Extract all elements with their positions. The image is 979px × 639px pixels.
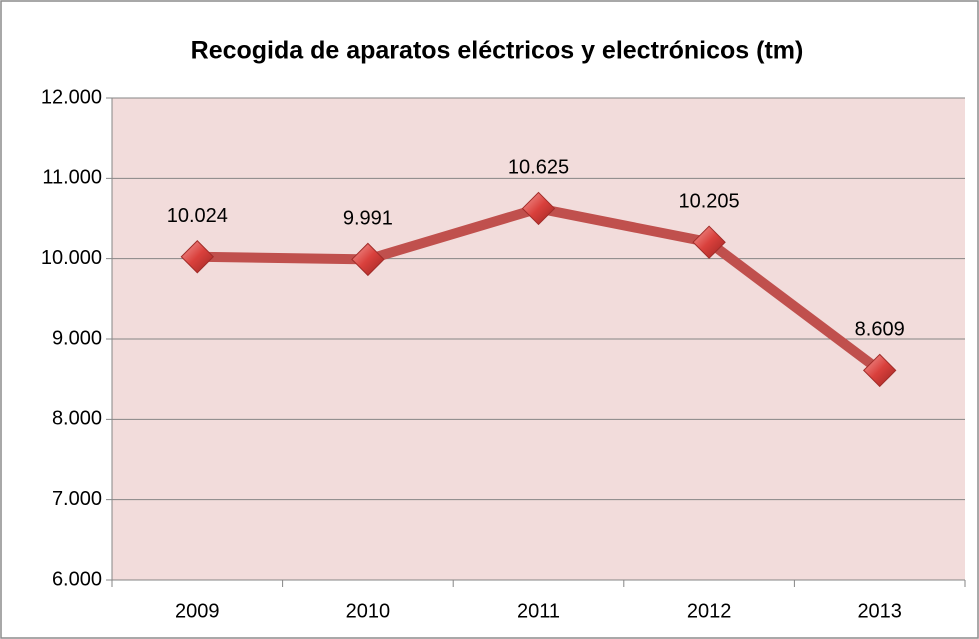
y-tick-label: 9.000	[52, 327, 102, 349]
marker	[351, 242, 385, 277]
y-tick-label: 7.000	[52, 488, 102, 510]
data-label: 8.609	[855, 319, 905, 341]
chart-title: Recogida de aparatos eléctricos y electr…	[191, 37, 804, 65]
x-tick-label: 2012	[687, 600, 732, 622]
x-tick-label: 2010	[346, 600, 391, 622]
marker	[180, 240, 215, 274]
data-label: 10.625	[508, 157, 569, 179]
x-tick-label: 2013	[857, 600, 902, 622]
y-tick-label: 11.000	[42, 167, 102, 189]
y-tick-label: 6.000	[52, 568, 102, 590]
data-label: 10.205	[679, 190, 740, 212]
x-tick-label: 2009	[175, 600, 220, 622]
y-tick-label: 8.000	[52, 408, 102, 430]
marker	[692, 225, 726, 259]
marker	[862, 353, 897, 388]
data-label: 9.991	[343, 208, 393, 230]
marker	[521, 191, 556, 226]
x-tick-label: 2011	[517, 600, 560, 622]
data-label: 10.024	[167, 205, 228, 227]
y-tick-label: 12.000	[41, 86, 102, 108]
y-tick-label: 10.000	[41, 247, 102, 269]
